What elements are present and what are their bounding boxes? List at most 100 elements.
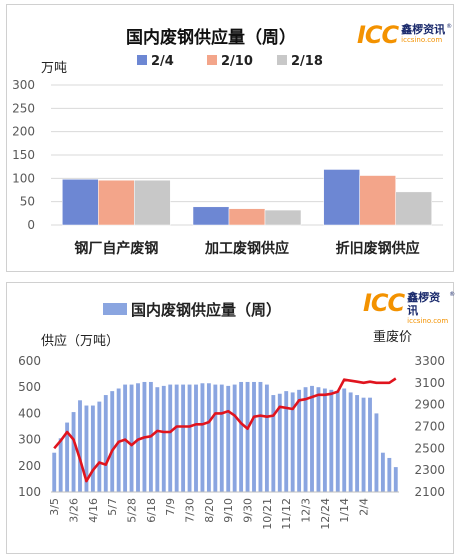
bar-week-6 [90,405,95,492]
bar-2/4-0 [62,179,99,226]
y-tick-label: 50 [20,195,35,209]
bar-week-22 [194,384,198,492]
bar-week-31 [252,381,256,492]
bar-week-13 [136,383,140,492]
x-tick-label: 4/16 [87,498,100,523]
bar-week-50 [374,413,379,492]
bar-week-46 [348,392,353,492]
bar-week-38 [297,389,302,492]
logo-text: 鑫椤资讯 iccsino.com [401,23,445,45]
y-tick-label: 200 [12,125,35,139]
bar-week-49 [368,397,372,492]
bar-2/10-0 [98,179,135,226]
bar-week-27 [226,385,231,492]
left-y-tick-label: 100 [18,485,41,499]
left-y-tick-label: 300 [18,433,41,447]
bar-week-3 [71,412,76,492]
right-y-tick-label: 2100 [414,485,445,499]
chart-panel-supply-by-source: 国内废钢供应量（周） 万吨 2/4 2/10 2/18 0 50 100 150 200 250 30… [6,4,454,272]
bar-week-48 [361,397,366,492]
x-tick-label: 12/24 [319,498,332,530]
right-axis-label: 重废价 [373,329,412,345]
legend-swatch-supply [103,303,127,315]
right-y-tick-label: 2500 [414,441,445,455]
bar-week-52 [387,457,392,492]
x-tick-label: 6/18 [145,498,158,523]
y-tick-label: 100 [12,171,35,185]
bar-week-9 [110,391,115,492]
x-tick-label: 12/3 [300,498,313,523]
legend-swatch-2/10 [207,55,217,65]
bar-week-18 [168,384,173,492]
bar-week-24 [206,383,211,492]
bar-week-1 [58,438,63,492]
bar-week-7 [97,401,102,492]
bar-week-44 [335,391,340,492]
bar-week-26 [219,384,224,492]
x-tick-label: 7/30 [184,498,197,523]
legend-swatch-2/18 [277,55,287,65]
x-category-label: 加工废钢供应 [204,240,289,257]
chart-panel-weekly-supply-price: 国内废钢供应量（周） 供应（万吨） 重废价 100 200 300 400 500 600 210… [6,282,455,554]
right-y-tick-label: 2900 [414,398,445,412]
x-category-label: 折旧废钢供应 [336,240,420,257]
bar-2/18-2 [395,191,432,226]
bar-2/4-2 [323,169,360,226]
bar-week-37 [290,392,295,492]
bar-week-41 [316,387,321,492]
bar-week-12 [129,384,134,492]
y-tick-label: 250 [12,101,35,115]
bar-week-16 [155,387,160,492]
legend-label: 国内废钢供应量（周） [131,301,281,319]
logo-mark: ICC [363,289,405,317]
x-tick-label: 9/10 [222,498,235,523]
x-tick-label: 5/7 [106,498,119,516]
bar-week-25 [213,384,218,492]
bar-week-33 [264,384,269,492]
bar-week-8 [103,395,108,492]
bar-chart-supply-by-source: 国内废钢供应量（周） 万吨 2/4 2/10 2/18 0 50 100 150 200 250 30… [12,27,443,257]
y-tick-label: 150 [12,148,35,162]
bar-week-11 [123,384,128,492]
brand-logo: ICC 鑫椤资讯 iccsino.com ® [363,291,455,326]
bar-week-34 [271,395,276,492]
bar-week-10 [116,388,121,492]
x-tick-label: 3/26 [68,498,81,523]
left-y-tick-label: 200 [18,459,41,473]
left-y-tick-label: 600 [18,354,41,368]
bar-2/4-1 [192,206,230,226]
bar-week-2 [65,422,70,492]
bar-week-17 [161,385,166,492]
right-y-tick-label: 2700 [414,420,445,434]
y-axis-label: 万吨 [41,61,67,76]
x-tick-label: 8/20 [203,498,216,523]
right-y-tick-label: 3100 [414,376,445,390]
bar-week-5 [84,405,89,492]
logo-cn: 鑫椤资讯 [401,23,446,36]
x-tick-label: 2/4 [358,498,371,516]
legend-label: 2/4 [151,54,174,69]
x-tick-label: 10/21 [261,498,274,530]
x-tick-label: 3/5 [48,498,61,516]
left-axis-label: 供应（万吨） [41,333,119,349]
logo-mark: ICC [357,21,399,49]
bar-week-30 [245,381,250,492]
legend-label: 2/10 [221,54,253,69]
bar-week-21 [187,384,192,492]
bar-week-28 [232,384,237,492]
bar-week-45 [342,388,347,492]
legend-swatch-2/4 [137,55,147,65]
bar-week-4 [78,400,82,492]
left-y-tick-label: 400 [18,406,41,420]
logo-registered: ® [449,291,456,298]
bar-week-32 [258,381,263,492]
bar-week-0 [52,452,57,492]
logo-registered: ® [446,23,453,30]
bar-week-29 [239,381,244,492]
right-y-tick-label: 3300 [414,354,445,368]
bar-week-35 [277,393,282,492]
bar-week-47 [355,395,360,492]
bar-2/10-2 [359,175,396,226]
bar-week-23 [200,383,205,492]
logo-cn: 鑫椤资讯 [407,291,441,317]
